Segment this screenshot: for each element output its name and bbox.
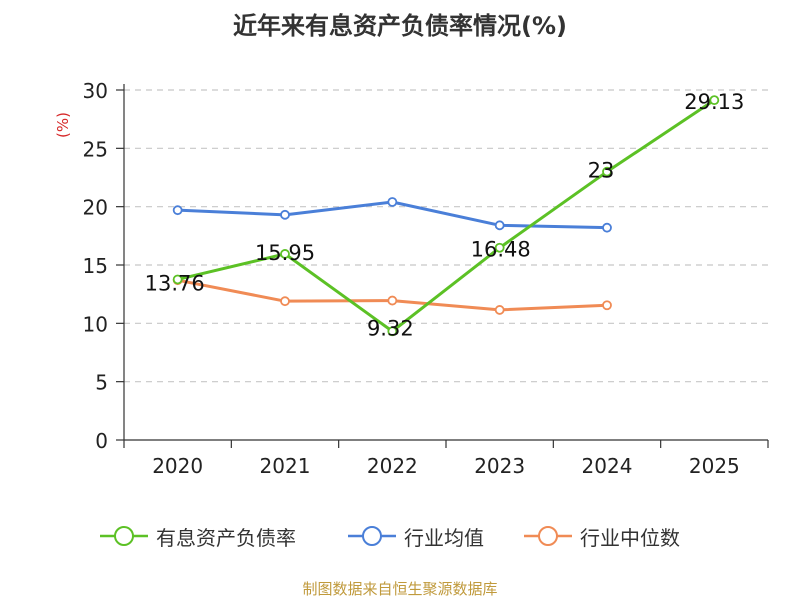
legend-item-series-1[interactable]: 有息资产负债率 <box>98 521 296 551</box>
data-point <box>494 220 505 231</box>
y-tick-label: 15 <box>83 254 108 278</box>
legend-marker-icon <box>100 526 148 546</box>
data-label: 13.76 <box>145 271 205 295</box>
data-labels: 13.76 15.95 9.32 16.48 23 29.13 <box>145 90 745 340</box>
legend-label: 行业均值 <box>404 525 484 550</box>
data-label: 9.32 <box>367 316 414 340</box>
data-point <box>602 166 612 177</box>
legend-label: 有息资产负债率 <box>156 525 296 550</box>
y-tick-label: 25 <box>83 137 108 161</box>
y-axis-label: (%) <box>54 112 72 138</box>
data-point <box>172 274 183 285</box>
source-note: 制图数据来自恒生聚源数据库 <box>302 580 498 598</box>
data-point <box>172 205 183 216</box>
data-point <box>387 326 398 337</box>
y-tick-label: 5 <box>95 371 108 395</box>
x-tick-label: 2024 <box>582 454 633 478</box>
legend-label: 行业中位数 <box>580 525 680 550</box>
data-point <box>280 249 290 259</box>
data-label: 23 <box>588 159 615 183</box>
chart-title: 近年来有息资产负债率情况(%) <box>233 12 567 40</box>
data-point <box>602 222 612 233</box>
data-label: 29.13 <box>684 90 744 114</box>
y-tick-label: 20 <box>83 196 108 220</box>
legend-marker-icon <box>348 526 396 546</box>
legend-item-series-2[interactable]: 行业均值 <box>346 521 484 551</box>
series-lines <box>172 95 720 337</box>
x-tick-label: 2022 <box>367 454 418 478</box>
data-point <box>280 296 290 307</box>
data-label: 16.48 <box>471 238 531 262</box>
data-point <box>602 300 612 311</box>
data-point <box>280 209 290 220</box>
data-point <box>387 197 398 207</box>
legend-marker-icon <box>524 526 572 546</box>
series-line-1 <box>177 98 716 333</box>
x-tick-label: 2021 <box>260 454 311 478</box>
x-tick-label: 2025 <box>689 454 740 478</box>
data-point <box>494 305 505 315</box>
legend-item-series-3[interactable]: 行业中位数 <box>522 521 680 551</box>
y-tick-label: 10 <box>83 312 108 336</box>
data-point <box>494 242 505 253</box>
y-tick-label: 0 <box>95 429 108 453</box>
data-point <box>709 95 720 106</box>
data-label: 15.95 <box>255 241 315 265</box>
x-tick-label: 2020 <box>152 454 203 478</box>
data-point <box>387 295 398 306</box>
grid-lines <box>124 89 768 383</box>
x-tick-label: 2023 <box>474 454 525 478</box>
y-tick-label: 30 <box>83 79 108 103</box>
